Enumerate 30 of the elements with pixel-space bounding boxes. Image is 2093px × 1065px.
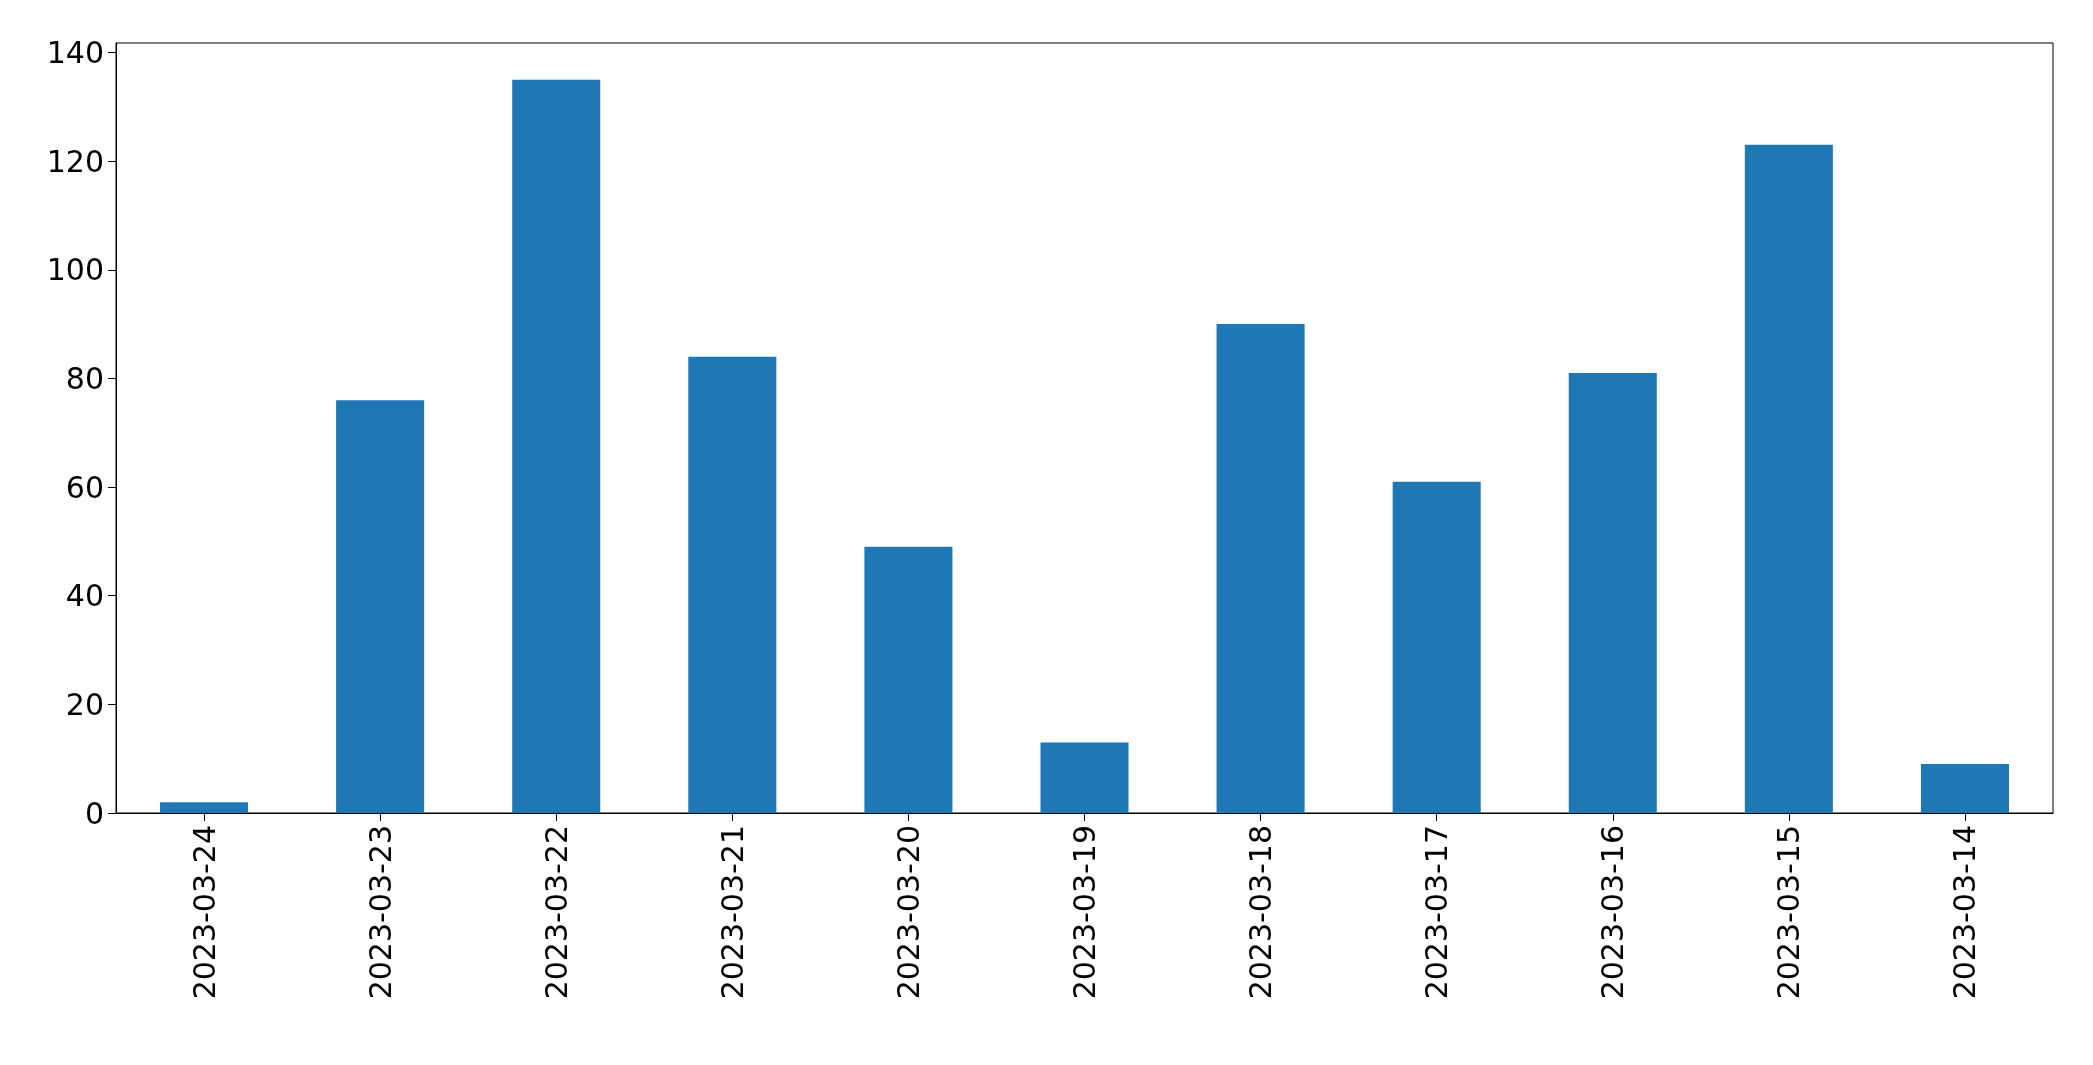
x-tick-label: 2023-03-15 [1771,825,1807,1000]
x-tick-label: 2023-03-20 [890,825,926,1000]
bar [1216,324,1305,813]
x-tick-label: 2023-03-22 [538,825,574,1000]
y-tick-label: 80 [65,360,104,396]
x-tick-label: 2023-03-23 [362,825,398,1000]
x-tick-label: 2023-03-24 [186,825,222,1000]
x-tick-label: 2023-03-17 [1419,825,1455,1000]
x-tick-label: 2023-03-16 [1595,825,1631,1000]
y-tick-label: 0 [84,795,104,831]
x-tick-label: 2023-03-14 [1947,825,1983,1000]
x-tick-label: 2023-03-19 [1067,825,1102,1000]
y-tick-label: 140 [46,35,104,71]
bar [1744,144,1833,813]
y-tick-label: 60 [65,469,104,505]
bar [1920,764,2009,813]
x-tick-label: 2023-03-21 [714,825,750,1000]
bar [160,802,249,813]
y-tick-label: 100 [46,252,104,288]
x-tick-label: 2023-03-18 [1243,825,1279,1000]
y-tick-label: 20 [65,686,104,722]
bar [512,79,601,813]
y-tick-label: 120 [46,143,104,179]
bar [1568,373,1657,813]
bar [688,356,777,813]
bar [864,546,953,813]
y-tick-label: 40 [65,578,104,614]
bar [336,400,425,813]
bar [1040,742,1129,813]
bar [1392,481,1481,813]
